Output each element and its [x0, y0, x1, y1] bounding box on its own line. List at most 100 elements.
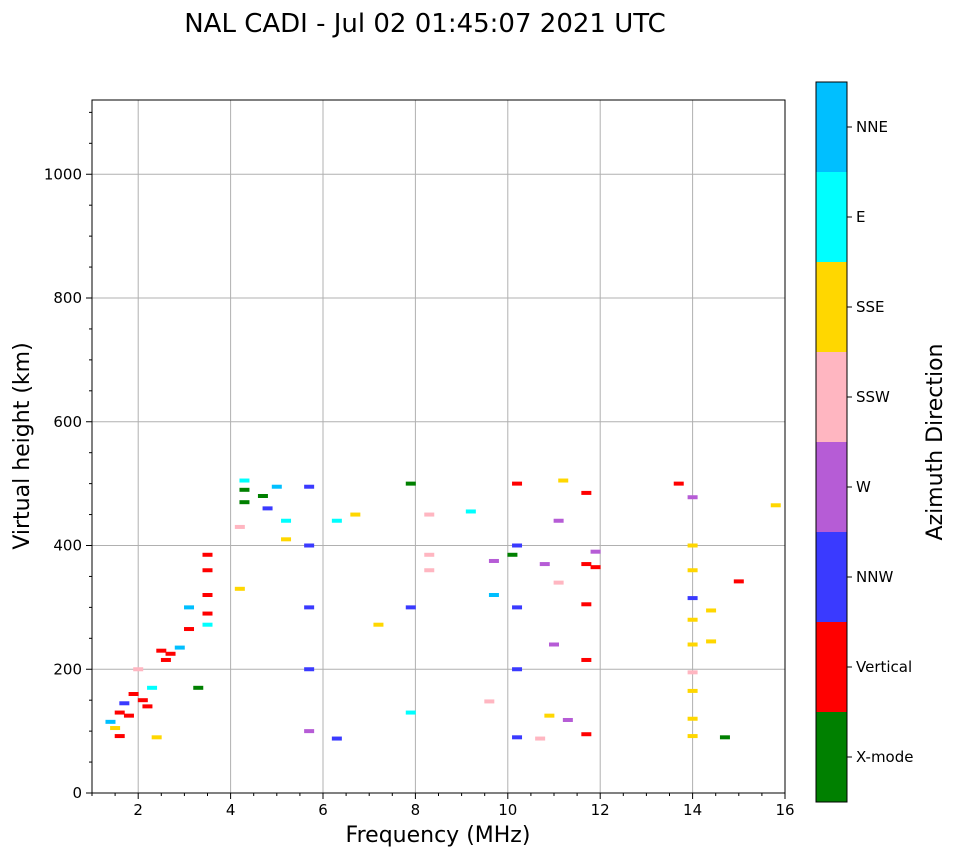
- colorbar-segment: [816, 262, 847, 352]
- colorbar-segment: [816, 622, 847, 712]
- y-axis-label: Virtual height (km): [10, 342, 35, 549]
- grid-lines: [92, 100, 785, 793]
- data-point: [590, 565, 601, 570]
- data-point: [581, 602, 592, 607]
- data-point: [193, 685, 204, 690]
- colorbar-frame: [815, 81, 848, 803]
- data-point: [405, 710, 416, 715]
- data-point: [105, 719, 116, 724]
- data-point: [562, 717, 573, 722]
- data-point: [137, 698, 148, 703]
- data-point: [581, 490, 592, 495]
- y-tick-label: 1000: [44, 165, 82, 183]
- data-point: [405, 481, 416, 486]
- data-point: [687, 495, 698, 500]
- data-point: [733, 579, 744, 584]
- y-tick-label: 0: [72, 784, 82, 802]
- data-points: [105, 478, 781, 741]
- data-point: [488, 558, 499, 563]
- x-tick-label: 4: [226, 801, 236, 819]
- data-point: [184, 605, 195, 610]
- data-point: [549, 642, 559, 647]
- x-tick-label: 6: [318, 801, 328, 819]
- colorbar: X-mode Vertical NNW W SSW SSE E NNE: [815, 81, 913, 803]
- data-point: [687, 642, 698, 647]
- x-axis-ticks: 2 4 6 8 10 12 14 16: [91, 793, 795, 819]
- data-point: [687, 596, 698, 601]
- x-tick-label: 14: [683, 801, 702, 819]
- colorbar-segment: [816, 82, 847, 172]
- data-point: [553, 518, 564, 523]
- x-tick-label: 8: [411, 801, 421, 819]
- data-point: [202, 568, 213, 573]
- data-point: [687, 670, 698, 675]
- data-point: [405, 605, 416, 610]
- data-point: [424, 512, 435, 517]
- data-point: [110, 726, 121, 731]
- data-point: [271, 484, 282, 489]
- data-point: [590, 549, 601, 554]
- data-point: [160, 657, 171, 662]
- data-point: [133, 667, 144, 672]
- x-axis-label: Frequency (MHz): [346, 823, 531, 848]
- data-point: [539, 562, 550, 567]
- colorbar-tick-label: E: [856, 208, 865, 226]
- data-point: [484, 699, 495, 704]
- data-point: [123, 713, 134, 718]
- data-point: [114, 710, 125, 715]
- data-point: [234, 586, 245, 591]
- data-point: [262, 506, 273, 511]
- data-point: [687, 543, 698, 548]
- data-point: [581, 562, 592, 567]
- data-point: [281, 518, 292, 523]
- data-point: [304, 667, 315, 672]
- data-point: [174, 645, 185, 650]
- chart-title: NAL CADI - Jul 02 01:45:07 2021 UTC: [184, 9, 666, 39]
- colorbar-tick-label: Vertical: [856, 658, 912, 676]
- data-point: [687, 716, 698, 721]
- x-tick-label: 10: [498, 801, 517, 819]
- data-point: [202, 611, 213, 616]
- data-point: [535, 736, 546, 741]
- data-point: [202, 622, 213, 627]
- y-tick-label: 800: [53, 289, 82, 307]
- colorbar-tick-label: X-mode: [856, 748, 913, 766]
- data-point: [544, 713, 555, 718]
- data-point: [304, 484, 315, 489]
- data-point: [581, 657, 592, 662]
- colorbar-segment: [816, 352, 847, 442]
- data-point: [239, 487, 250, 492]
- data-point: [184, 627, 195, 632]
- data-point: [706, 639, 717, 644]
- data-point: [488, 593, 499, 597]
- data-point: [147, 685, 158, 690]
- colorbar-tick-label: SSW: [856, 388, 890, 406]
- y-axis-ticks: 0 200 400 600 800 1000: [44, 111, 92, 802]
- data-point: [331, 518, 342, 523]
- data-point: [424, 568, 435, 573]
- data-point: [202, 593, 213, 597]
- data-point: [239, 478, 250, 483]
- data-point: [424, 552, 435, 557]
- colorbar-segment: [816, 532, 847, 622]
- colorbar-tick-label: NNW: [856, 568, 893, 586]
- data-point: [581, 732, 592, 737]
- data-point: [512, 605, 523, 610]
- data-point: [304, 543, 315, 548]
- colorbar-segment: [816, 712, 847, 802]
- data-point: [687, 734, 698, 739]
- data-point: [257, 494, 268, 498]
- data-point: [128, 692, 139, 696]
- data-point: [151, 735, 162, 740]
- data-point: [507, 552, 518, 557]
- colorbar-label: Azimuth Direction: [923, 343, 948, 540]
- data-point: [553, 580, 564, 585]
- data-point: [165, 651, 176, 656]
- data-point: [687, 617, 698, 622]
- data-point: [558, 478, 569, 483]
- colorbar-segment: [816, 172, 847, 262]
- x-tick-label: 12: [591, 801, 610, 819]
- data-point: [687, 688, 698, 693]
- data-point: [706, 608, 717, 613]
